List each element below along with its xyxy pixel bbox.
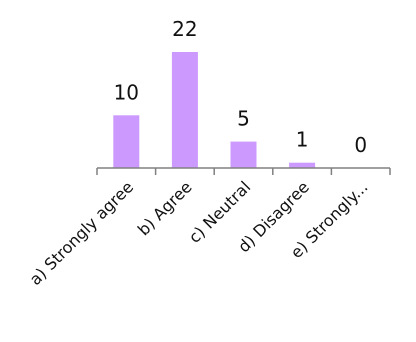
bar-3 xyxy=(230,141,257,168)
x-tick-label-1: a) Strongly agree xyxy=(26,177,138,289)
bar-2 xyxy=(171,52,198,168)
x-tick-label-2: b) Agree xyxy=(134,177,196,239)
data-label-1: 10 xyxy=(114,80,139,104)
data-label-2: 22 xyxy=(172,17,197,41)
bars-layer xyxy=(113,52,316,168)
x-axis xyxy=(96,167,391,175)
bar-1 xyxy=(113,115,140,168)
data-label-4: 1 xyxy=(296,128,309,152)
data-label-3: 5 xyxy=(237,107,250,131)
data-label-5: 0 xyxy=(354,133,367,157)
bar-4 xyxy=(289,162,316,168)
